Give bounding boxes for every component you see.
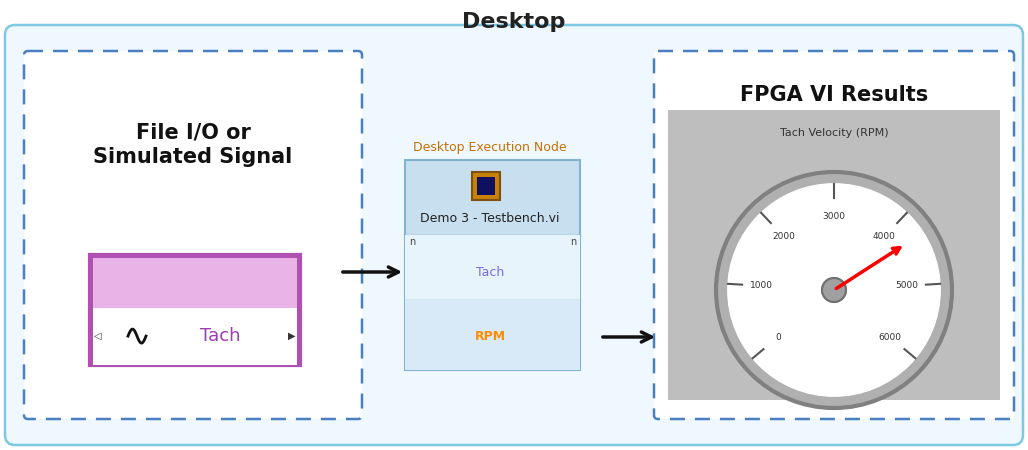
FancyBboxPatch shape xyxy=(477,177,495,195)
Text: Demo 3 - Testbench.vi: Demo 3 - Testbench.vi xyxy=(420,212,560,225)
FancyBboxPatch shape xyxy=(472,172,500,200)
Text: 1000: 1000 xyxy=(749,281,772,290)
Circle shape xyxy=(715,172,952,408)
FancyBboxPatch shape xyxy=(668,110,1000,400)
Text: 0: 0 xyxy=(775,333,781,342)
Text: Tach: Tach xyxy=(476,266,504,279)
Text: 6000: 6000 xyxy=(879,333,902,342)
Text: File I/O or
Simulated Signal: File I/O or Simulated Signal xyxy=(94,122,293,167)
Text: ▶: ▶ xyxy=(288,331,296,341)
Text: n: n xyxy=(570,237,576,247)
FancyBboxPatch shape xyxy=(405,300,580,370)
Text: FPGA VI Results: FPGA VI Results xyxy=(740,85,928,105)
Text: 2000: 2000 xyxy=(772,232,796,241)
Text: Desktop: Desktop xyxy=(463,12,565,32)
FancyBboxPatch shape xyxy=(90,255,300,365)
Text: 3000: 3000 xyxy=(822,212,845,221)
FancyBboxPatch shape xyxy=(654,51,1014,419)
Circle shape xyxy=(822,278,846,302)
Text: RPM: RPM xyxy=(475,330,506,343)
FancyBboxPatch shape xyxy=(405,235,580,300)
Text: Desktop Execution Node: Desktop Execution Node xyxy=(413,141,566,154)
FancyBboxPatch shape xyxy=(5,25,1023,445)
Text: 4000: 4000 xyxy=(873,232,895,241)
Text: 5000: 5000 xyxy=(895,281,919,290)
Text: ◁: ◁ xyxy=(95,331,102,341)
FancyBboxPatch shape xyxy=(405,160,580,370)
FancyBboxPatch shape xyxy=(93,307,297,364)
Text: Tach Velocity (RPM): Tach Velocity (RPM) xyxy=(779,128,888,138)
Text: Tach: Tach xyxy=(199,327,241,345)
FancyBboxPatch shape xyxy=(24,51,362,419)
Text: n: n xyxy=(409,237,415,247)
FancyBboxPatch shape xyxy=(93,258,297,307)
Circle shape xyxy=(728,184,941,396)
